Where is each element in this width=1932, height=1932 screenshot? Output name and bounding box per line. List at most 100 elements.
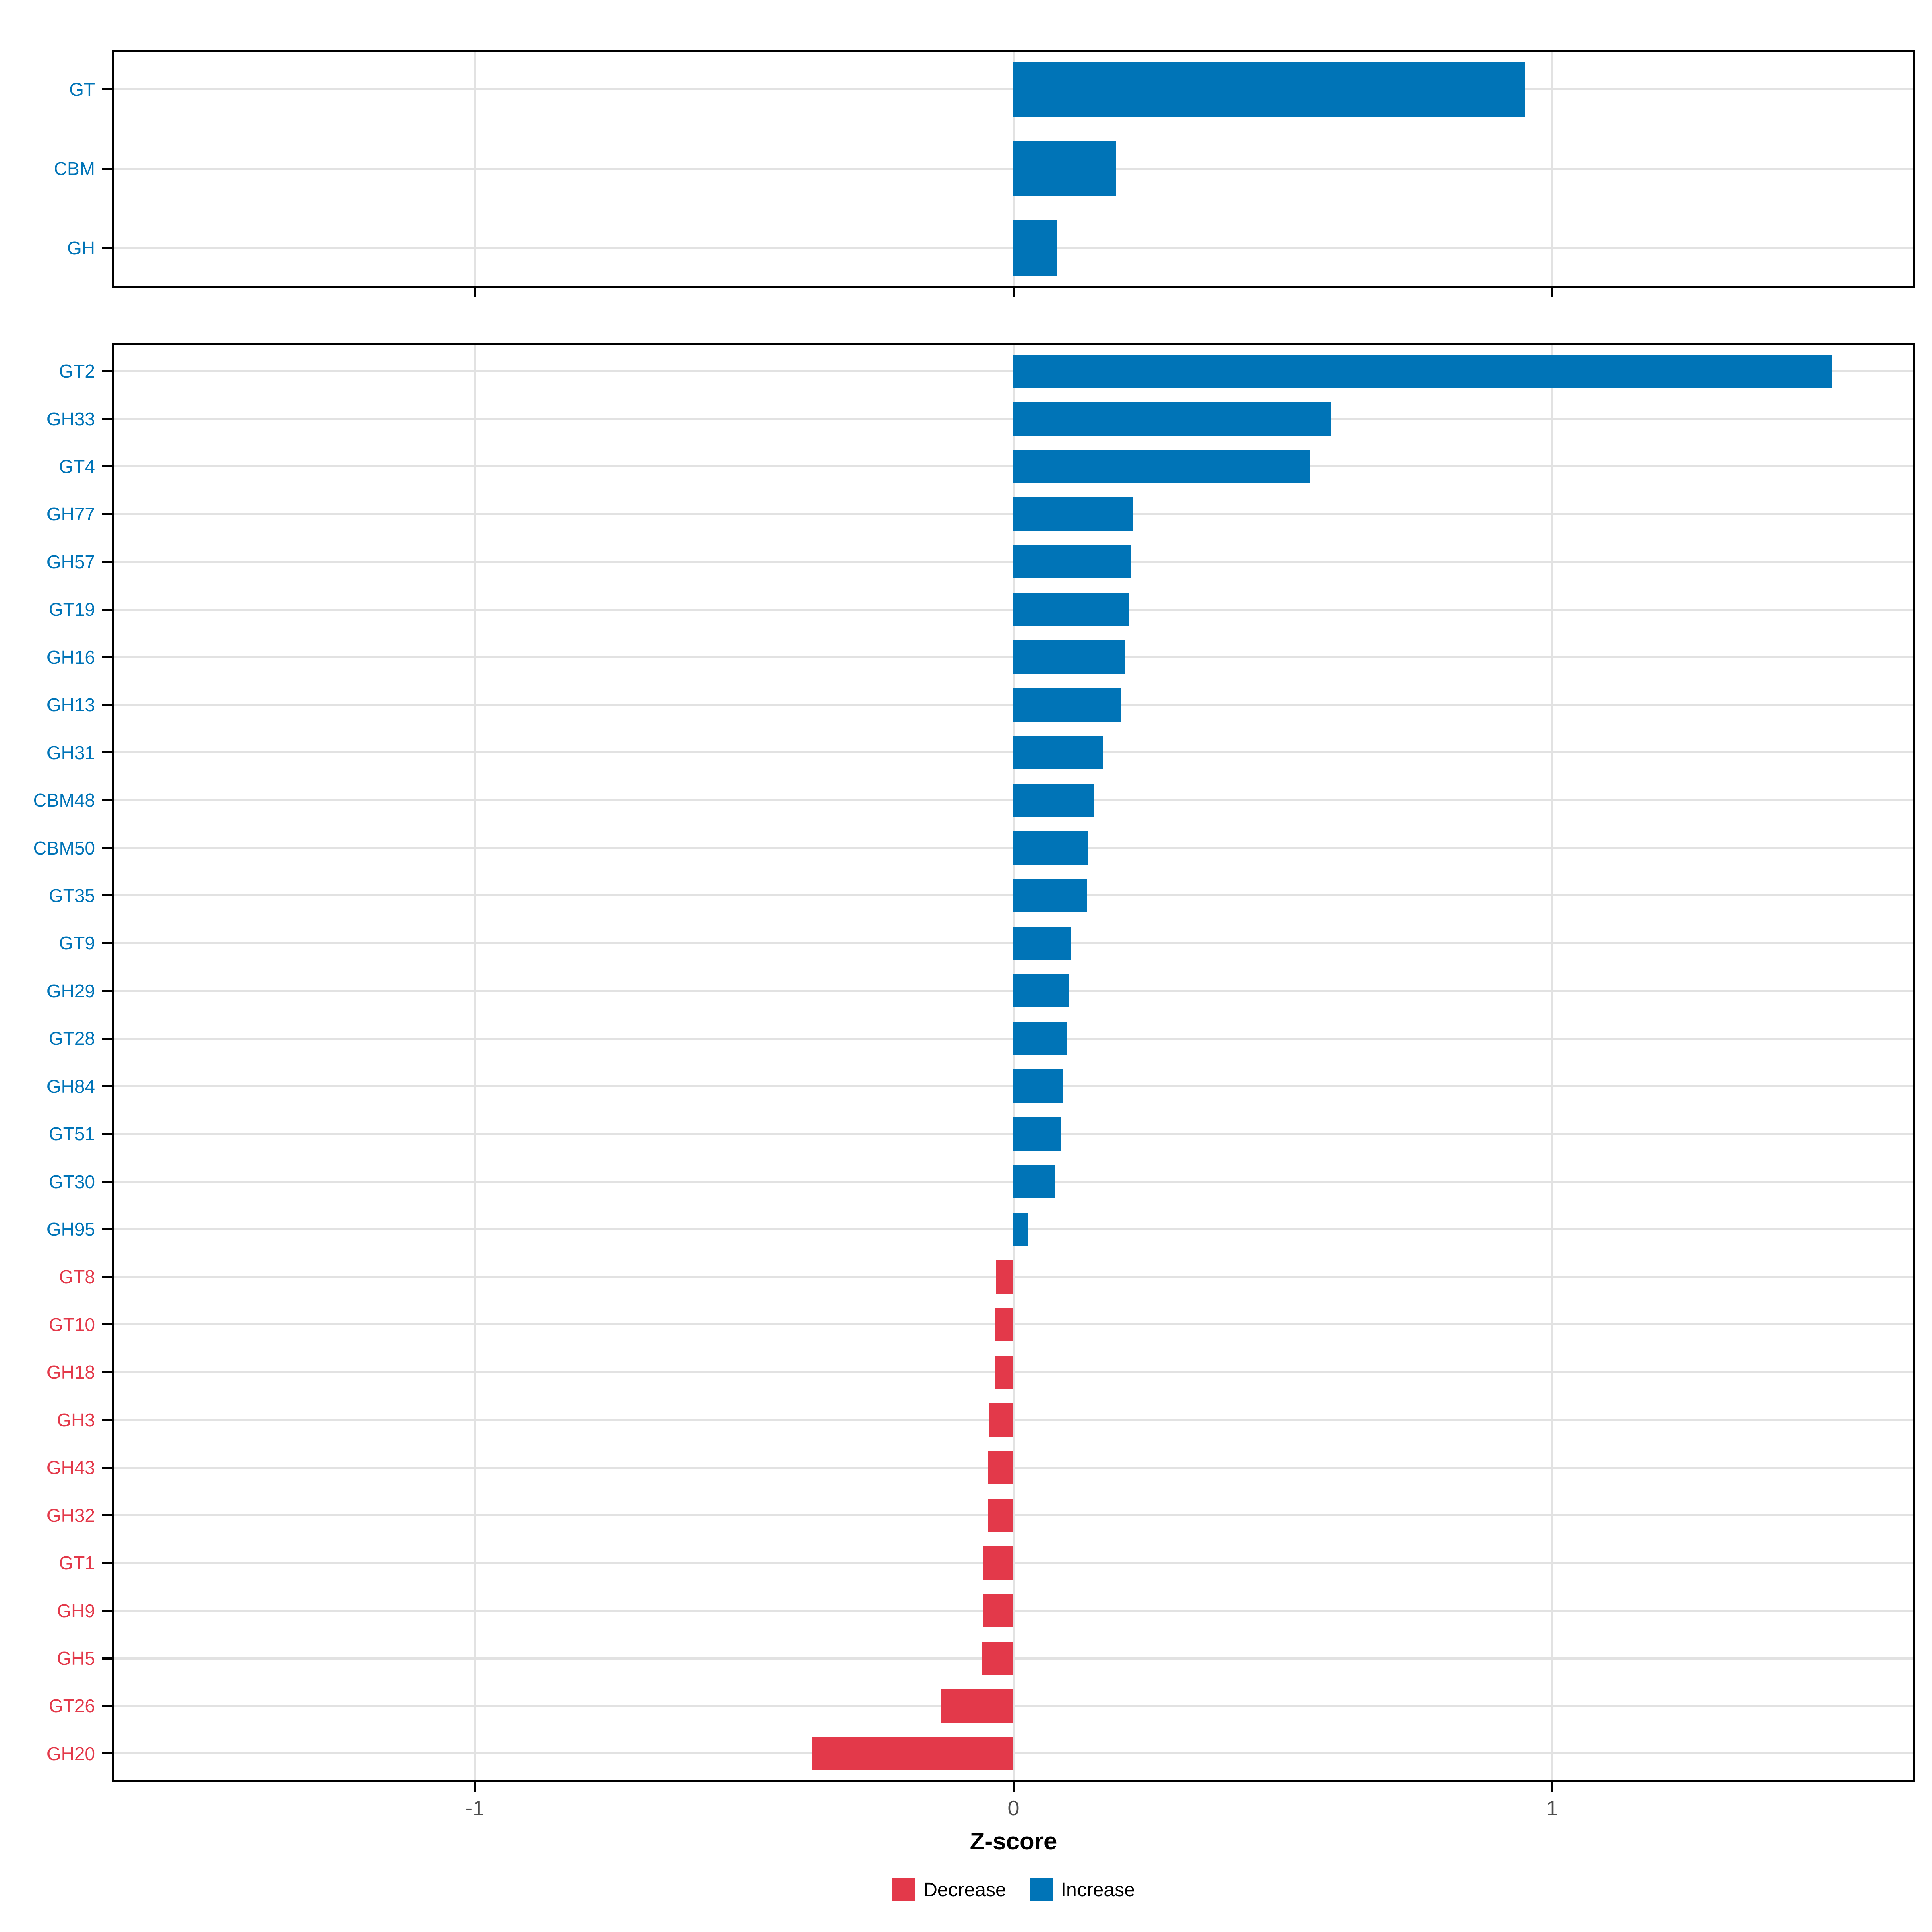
x-tick-top-0 [1012,288,1015,297]
y-tick-GH5 [102,1657,112,1660]
y-tick-GH32 [102,1514,112,1517]
bar-GT9 [1013,926,1071,960]
y-label-GH95: GH95 [46,1219,95,1240]
bar-GT19 [1013,592,1129,626]
y-label-CBM50: CBM50 [33,837,95,859]
bar-GH29 [1013,974,1070,1008]
bar-CBM [1013,141,1116,196]
y-label-GH13: GH13 [46,694,95,716]
y-label-GH57: GH57 [46,551,95,572]
y-tick-GH95 [102,1228,112,1230]
bar-GT1 [983,1546,1013,1580]
bar-GT10 [995,1308,1013,1342]
bar-CBM48 [1013,783,1094,817]
y-label-GH31: GH31 [46,742,95,763]
legend-key-decrease-swatch [892,1878,916,1901]
y-label-GT1: GT1 [59,1552,95,1574]
y-tick-GT35 [102,894,112,897]
x-tick-bottom-1 [1551,1782,1553,1792]
y-label-GH5: GH5 [57,1648,95,1669]
gridline-row-GT10 [112,1323,1915,1326]
bar-GH84 [1013,1069,1064,1103]
gridline-row-GH9 [112,1610,1915,1612]
y-label-GH84: GH84 [46,1075,95,1097]
y-tick-GT9 [102,942,112,944]
y-label-GT2: GT2 [59,361,95,382]
gridline-x-0 [1012,343,1015,1782]
y-tick-GT51 [102,1133,112,1135]
x-tick-top-1 [1551,288,1553,297]
y-tick-CBM48 [102,799,112,801]
bar-GH57 [1013,545,1132,579]
gridline-row-GH43 [112,1466,1915,1469]
x-axis-title: Z-score [970,1828,1057,1855]
bar-GT2 [1013,354,1832,388]
y-label-GH29: GH29 [46,980,95,1001]
y-label-GH: GH [67,237,95,259]
gridline-row-GT8 [112,1276,1915,1278]
bar-GH3 [989,1403,1013,1437]
bar-GH [1013,220,1057,276]
bar-GH31 [1013,736,1103,770]
y-tick-GH [102,247,112,249]
bar-GT4 [1013,450,1310,483]
y-tick-CBM50 [102,847,112,849]
y-label-GH9: GH9 [57,1600,95,1621]
bar-GH32 [987,1499,1013,1532]
y-label-GT10: GT10 [48,1314,95,1335]
y-tick-GT1 [102,1562,112,1564]
bar-GT [1013,61,1525,117]
y-tick-GT19 [102,608,112,611]
gridline-row-GH3 [112,1419,1915,1421]
y-tick-GH20 [102,1752,112,1755]
bar-GH9 [983,1594,1013,1628]
y-tick-GH16 [102,656,112,658]
y-label-GH77: GH77 [46,504,95,525]
bar-GH20 [812,1737,1013,1771]
y-tick-GH33 [102,418,112,420]
y-label-CBM: CBM [54,158,95,179]
y-label-GH43: GH43 [46,1457,95,1478]
x-tick-label--1: -1 [465,1797,484,1820]
x-tick-label-0: 0 [1007,1797,1020,1820]
y-label-CBM48: CBM48 [33,790,95,811]
y-tick-GT26 [102,1705,112,1707]
y-label-GT9: GT9 [59,933,95,954]
y-tick-CBM [102,167,112,170]
bar-GT35 [1013,879,1087,912]
y-label-GH16: GH16 [46,646,95,668]
y-label-GT28: GT28 [48,1028,95,1049]
y-tick-GH18 [102,1371,112,1373]
y-tick-GH77 [102,513,112,515]
x-tick-top--1 [474,288,476,297]
y-tick-GT2 [102,370,112,372]
bar-GT51 [1013,1117,1062,1151]
y-label-GT19: GT19 [48,599,95,620]
y-tick-GH84 [102,1085,112,1088]
legend-label-increase: Increase [1061,1879,1135,1901]
y-tick-GT [102,88,112,91]
y-tick-GT10 [102,1323,112,1326]
y-label-GH18: GH18 [46,1362,95,1383]
y-tick-GH57 [102,561,112,563]
gridline-row-GH32 [112,1514,1915,1517]
bar-GT8 [995,1260,1013,1294]
bar-GH16 [1013,640,1126,674]
x-tick-bottom-0 [1012,1782,1015,1792]
gridline-row-GT1 [112,1562,1915,1564]
gridline-row-GH5 [112,1657,1915,1660]
gridline-row-GT26 [112,1705,1915,1707]
bar-GH43 [988,1451,1013,1484]
y-label-GT8: GT8 [59,1266,95,1288]
gridline-x-1 [1551,343,1553,1782]
y-label-GT51: GT51 [48,1123,95,1145]
legend-key-increase-swatch [1029,1878,1053,1901]
gridline-x--1 [474,343,476,1782]
bar-GH33 [1013,402,1331,436]
bar-GT28 [1013,1022,1067,1055]
y-label-GH33: GH33 [46,408,95,429]
bar-GT30 [1013,1165,1055,1199]
bar-CBM50 [1013,831,1088,865]
y-tick-GH31 [102,751,112,754]
y-label-GH32: GH32 [46,1505,95,1526]
